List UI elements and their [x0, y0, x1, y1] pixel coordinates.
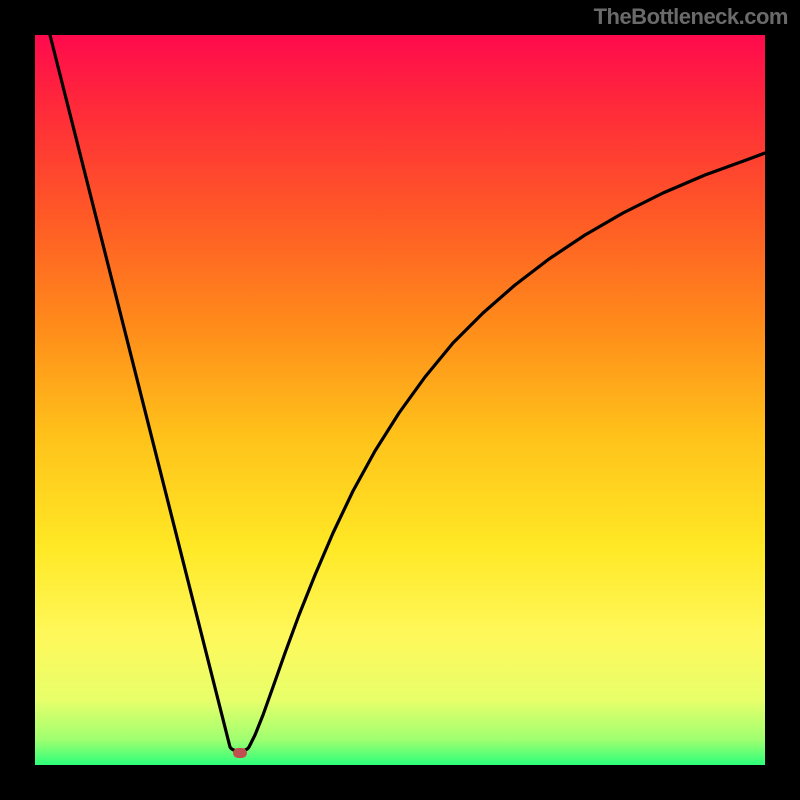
watermark-text: TheBottleneck.com: [594, 4, 788, 30]
vertex-marker: [233, 748, 247, 758]
curve-layer: [35, 35, 765, 765]
chart-outer: TheBottleneck.com: [0, 0, 800, 800]
plot-area: [35, 35, 765, 765]
bottleneck-curve: [50, 35, 765, 751]
